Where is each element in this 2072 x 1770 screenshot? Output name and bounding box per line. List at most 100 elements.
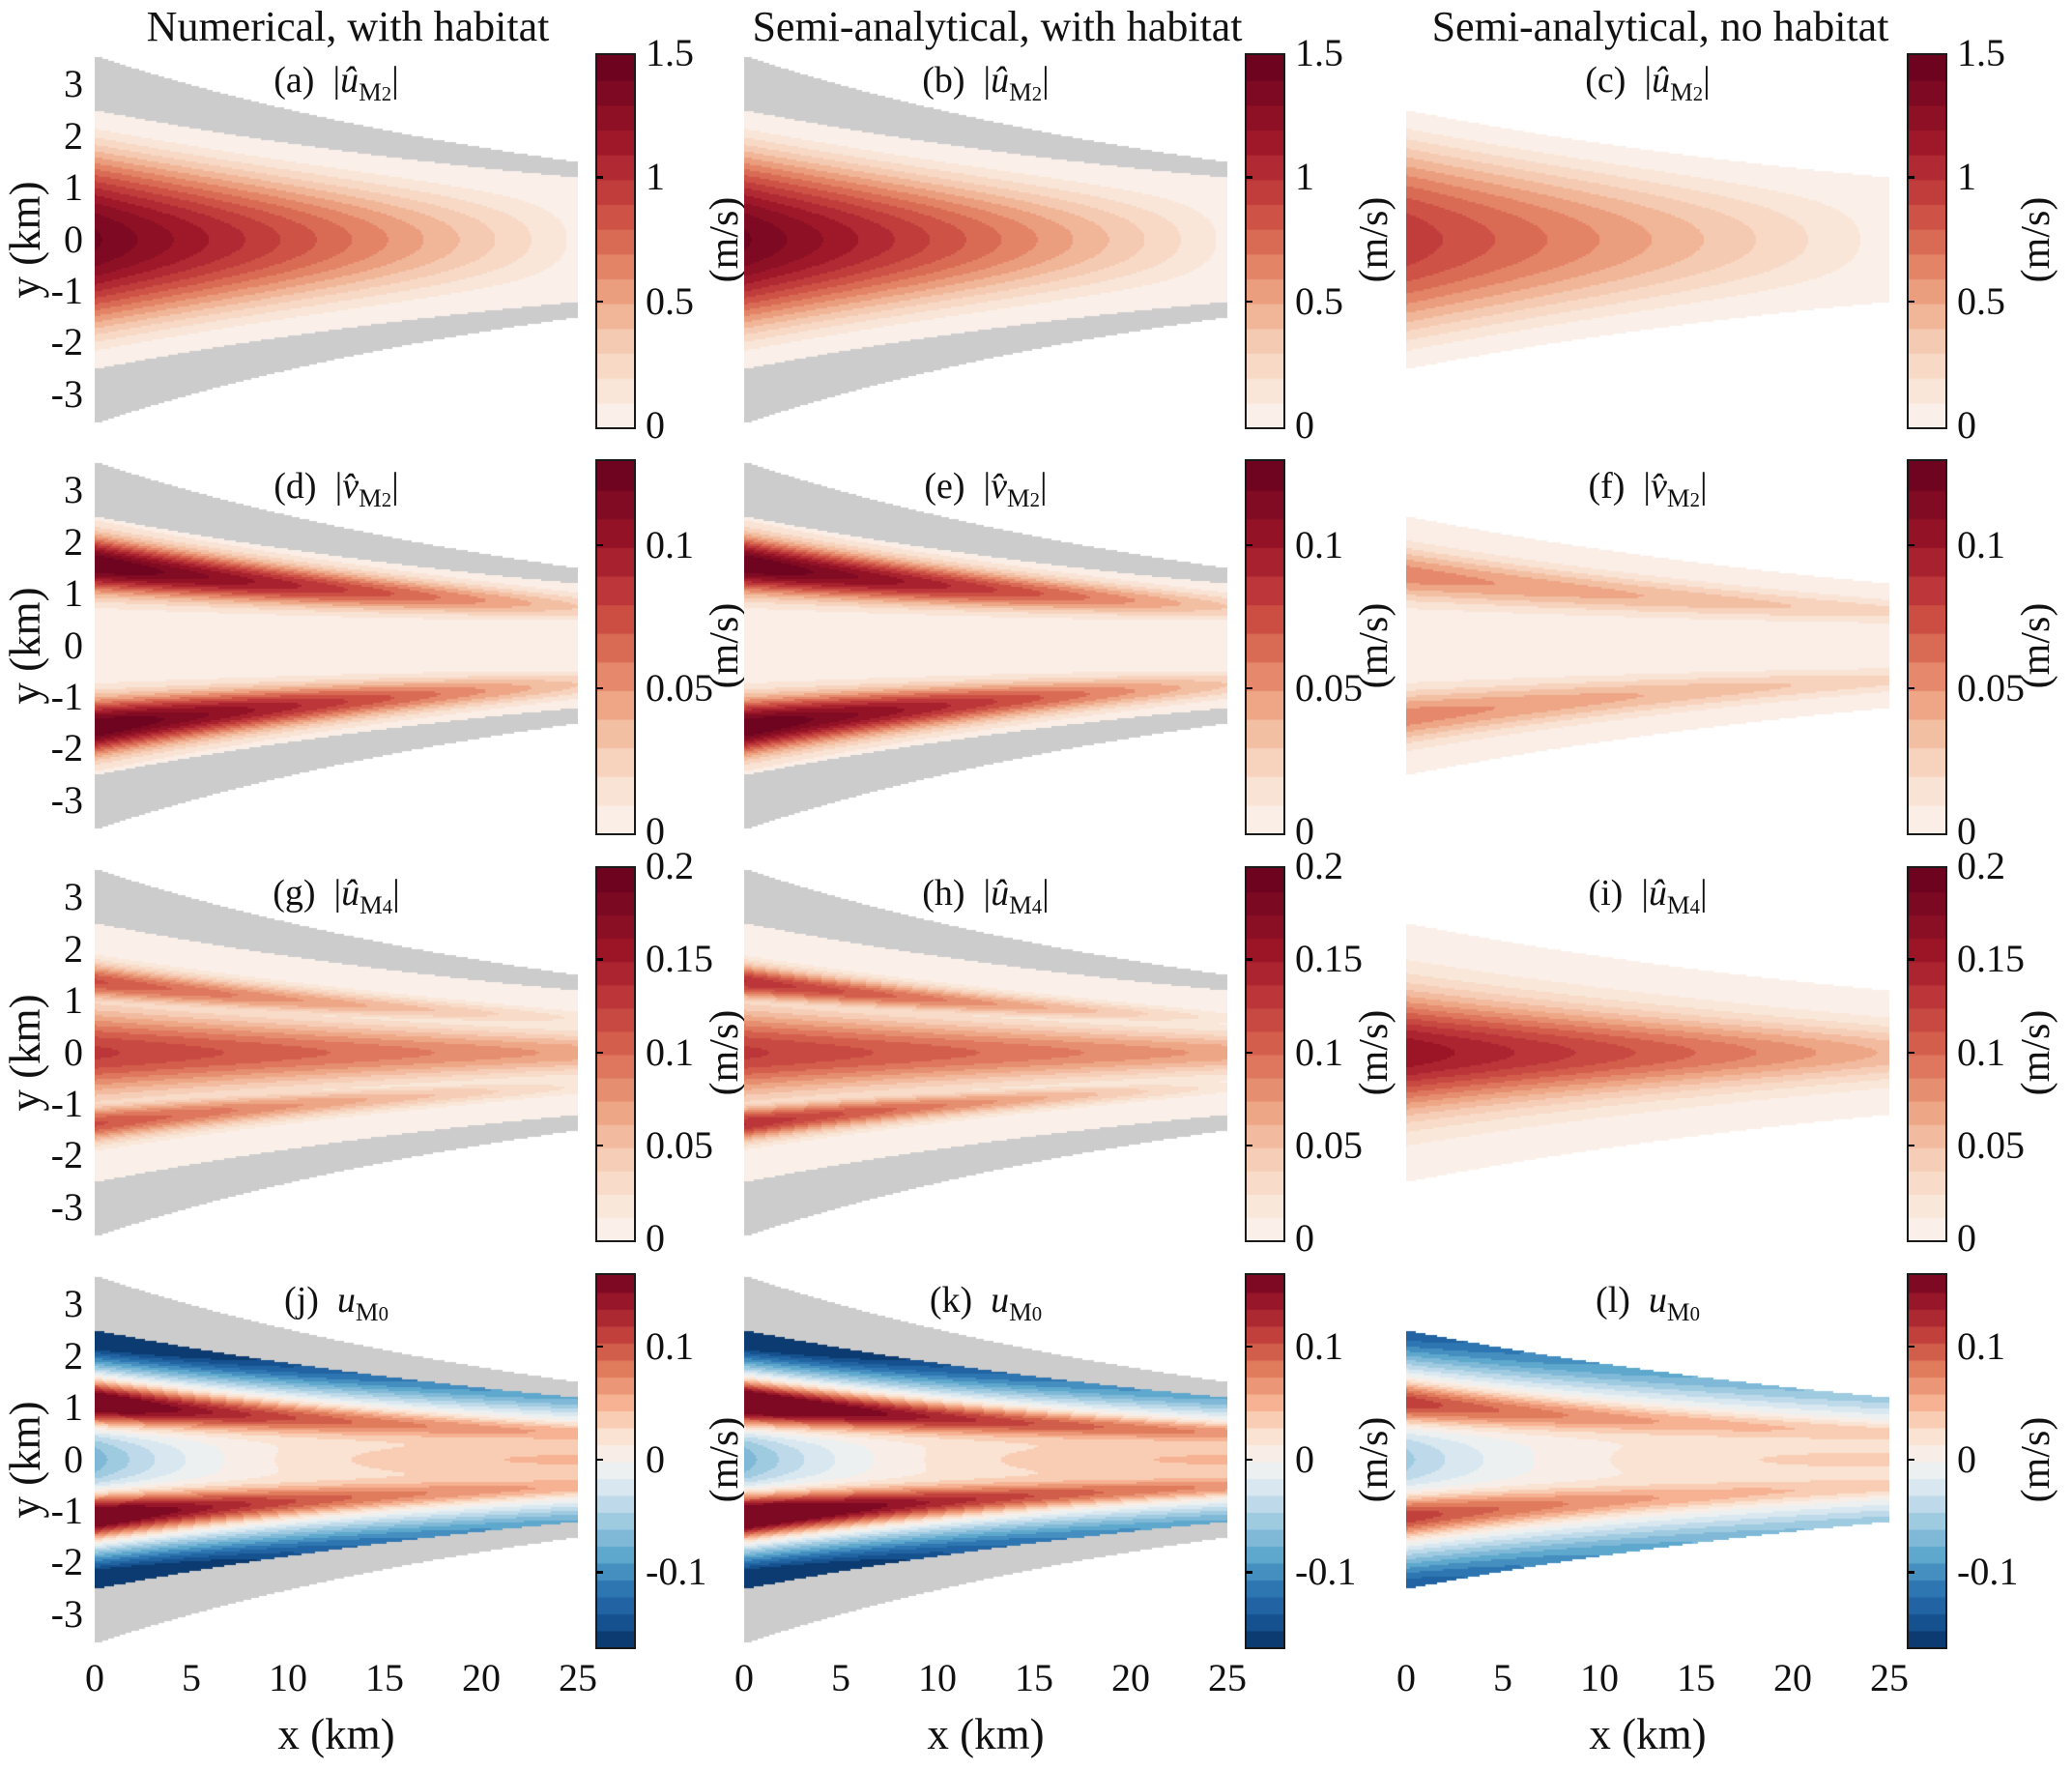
colorbar-gradient-b [1247, 55, 1283, 427]
colorbar-tick-label: 0.1 [1295, 1323, 1343, 1368]
colorbar-tick-label: 1 [646, 155, 665, 199]
panel-k-heatmap [744, 1273, 1227, 1645]
panel-variable-label: |v̂M2| [334, 466, 399, 512]
colorbar-unit-label: (m/s) [2014, 602, 2058, 688]
colorbar-tick-mark [1246, 958, 1252, 961]
y-tick-label: -1 [50, 674, 83, 718]
colorbar-gradient-d [597, 461, 634, 833]
colorbar-tick-label: 0.05 [1295, 1122, 1363, 1167]
colorbar-tick-label: 0.05 [646, 665, 713, 710]
y-tick-label: 2 [64, 519, 83, 564]
panel-letter: (i) [1588, 873, 1642, 914]
y-tick-label: 1 [64, 978, 83, 1023]
colorbar-gradient-f [1909, 461, 1945, 833]
colorbar-tick-label: 0 [646, 1436, 665, 1481]
colorbar-tick-label: 0.15 [1295, 937, 1363, 981]
panel-title-e: (e) |v̂M2| [924, 465, 1047, 513]
colorbar-f [1907, 459, 1947, 835]
colorbar-l [1907, 1273, 1947, 1649]
x-axis-label-col-0: x (km) [277, 1710, 395, 1758]
y-axis-label-row-3: y (km) [1, 1400, 49, 1519]
colorbar-unit-label: (m/s) [703, 1416, 747, 1502]
panel-variable-label: |ûM2| [1644, 60, 1711, 106]
colorbar-tick-label: 0 [1957, 403, 1976, 447]
colorbar-h [1245, 866, 1285, 1242]
x-tick-label: 25 [1870, 1656, 1909, 1699]
panel-variable-label: |ûM4| [333, 873, 400, 919]
y-tick-label: 1 [64, 571, 83, 616]
colorbar-b [1245, 53, 1285, 429]
colorbar-tick-mark [1246, 1345, 1252, 1349]
panel-letter: (f) [1588, 466, 1644, 507]
y-tick-label: -1 [50, 268, 83, 312]
colorbar-tick-mark [596, 1345, 603, 1349]
panel-letter: (b) [922, 60, 984, 101]
y-axis-label-row-2: y (km) [1, 993, 49, 1112]
colorbar-tick-mark [1908, 958, 1914, 961]
colorbar-tick-label: 0 [1957, 1436, 1976, 1481]
colorbar-tick-mark [1908, 1051, 1914, 1054]
colorbar-tick-label: 0.1 [1957, 1030, 2005, 1074]
x-tick-label: 15 [1677, 1656, 1715, 1699]
colorbar-tick-label: 1 [1957, 155, 1976, 199]
colorbar-tick-label: 0 [1295, 1436, 1314, 1481]
x-tick-label: 0 [85, 1656, 104, 1699]
x-tick-label: 25 [1208, 1656, 1247, 1699]
colorbar-a [595, 53, 636, 429]
colorbar-tick-mark [1908, 1571, 1914, 1574]
panel-variable-label: |ûM2| [332, 60, 399, 106]
y-tick-label: -3 [50, 777, 83, 822]
colorbar-tick-mark [596, 1458, 603, 1461]
colorbar-tick-mark [596, 686, 603, 690]
panel-j-heatmap [95, 1273, 578, 1645]
colorbar-tick-mark [1908, 543, 1914, 547]
colorbar-gradient-l [1909, 1275, 1945, 1647]
y-tick-label: 2 [64, 113, 83, 158]
panel-variable-label: uM0 [336, 1280, 388, 1326]
colorbar-tick-label: 0.15 [1957, 937, 2025, 981]
colorbar-e [1245, 459, 1285, 835]
y-axis-label-row-0: y (km) [1, 180, 49, 299]
x-axis-label-col-1: x (km) [927, 1710, 1045, 1758]
colorbar-tick-mark [1908, 1345, 1914, 1349]
colorbar-c [1907, 53, 1947, 429]
colorbar-unit-label: (m/s) [2014, 196, 2058, 282]
y-tick-label: -3 [50, 1184, 83, 1229]
y-tick-label: -2 [50, 1133, 83, 1177]
colorbar-tick-mark [1246, 543, 1252, 547]
colorbar-tick-label: 0.15 [646, 937, 713, 981]
colorbar-tick-label: -0.1 [1295, 1550, 1357, 1594]
colorbar-tick-mark [1246, 1458, 1252, 1461]
colorbar-unit-label: (m/s) [703, 1009, 747, 1095]
panel-variable-label: |ûM2| [983, 60, 1050, 106]
colorbar-tick-label: 1.5 [1957, 31, 2005, 74]
colorbar-tick-mark [596, 958, 603, 961]
colorbar-d [595, 459, 636, 835]
y-tick-label: 1 [64, 165, 83, 210]
colorbar-gradient-a [597, 55, 634, 427]
y-tick-label: 2 [64, 926, 83, 971]
panel-title-b: (b) |ûM2| [922, 59, 1050, 107]
panel-f-heatmap [1406, 459, 1889, 831]
colorbar-tick-mark [1246, 176, 1252, 179]
x-tick-label: 25 [559, 1656, 597, 1699]
y-tick-label: 0 [64, 1030, 83, 1074]
colorbar-tick-mark [1246, 1051, 1252, 1054]
panel-variable-label: uM0 [1648, 1280, 1700, 1326]
colorbar-tick-label: 0 [646, 403, 665, 447]
panel-title-c: (c) |ûM2| [1585, 59, 1710, 107]
colorbar-tick-label: 0.1 [646, 1030, 694, 1074]
colorbar-tick-label: -0.1 [646, 1550, 707, 1594]
panel-title-i: (i) |ûM4| [1588, 872, 1707, 920]
colorbar-gradient-c [1909, 55, 1945, 427]
x-tick-label: 10 [269, 1656, 307, 1699]
panel-l-heatmap [1406, 1273, 1889, 1645]
colorbar-tick-label: 0.05 [1957, 1122, 2025, 1167]
y-tick-label: 3 [64, 468, 83, 512]
y-tick-label: -3 [50, 371, 83, 416]
colorbar-tick-label: 0 [1957, 1216, 1976, 1260]
y-tick-label: -1 [50, 1488, 83, 1532]
x-tick-label: 5 [831, 1656, 850, 1699]
x-tick-label: 5 [1493, 1656, 1512, 1699]
colorbar-unit-label: (m/s) [1352, 196, 1396, 282]
